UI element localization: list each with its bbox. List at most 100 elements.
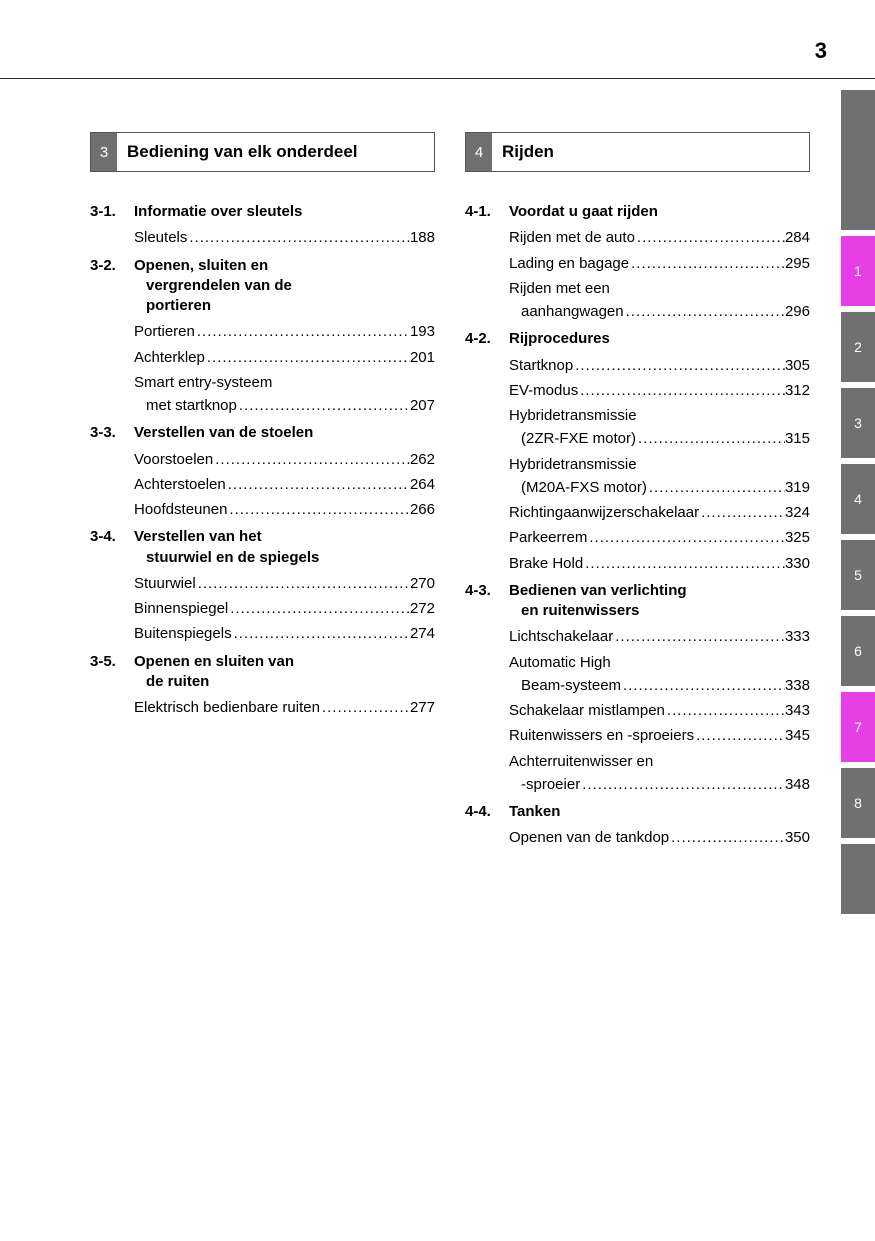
toc-entry-line: Buitenspiegels274	[134, 622, 435, 645]
toc-entry[interactable]: Hybridetransmissie(2ZR-FXE motor)315	[509, 404, 810, 451]
toc-entry-label: EV-modus	[509, 379, 578, 402]
section-title: Openen, sluiten envergrendelen van depor…	[134, 256, 435, 317]
toc-entry-page: 188	[410, 226, 435, 249]
toc-entry-page: 207	[410, 394, 435, 417]
toc-entry-line: Parkeerrem325	[509, 526, 810, 549]
toc-entry-line: (2ZR-FXE motor)315	[509, 427, 810, 450]
section-entries: Lichtschakelaar 333 Automatic HighBeam-sys…	[465, 625, 810, 796]
side-tab-2[interactable]: 2	[841, 312, 875, 382]
toc-entry-label: Hybridetransmissie	[509, 453, 637, 476]
toc-entry-label: Hoofdsteunen	[134, 498, 227, 521]
toc-entry-label: Achterruitenwisser en	[509, 750, 653, 773]
toc-entry-page: 333	[785, 625, 810, 648]
page: 3 12345678 3Bediening van elk onderdeel3…	[0, 0, 875, 1241]
section-number: 4-4.	[465, 802, 509, 822]
side-tab-1[interactable]: 1	[841, 236, 875, 306]
toc-entry[interactable]: Lading en bagage295	[509, 252, 810, 275]
side-tab-3[interactable]: 3	[841, 388, 875, 458]
toc-entry[interactable]: Rijden met eenaanhangwagen296	[509, 277, 810, 324]
side-tab-5[interactable]: 5	[841, 540, 875, 610]
dot-leader	[621, 674, 785, 697]
toc-entry-page: 312	[785, 379, 810, 402]
toc-entry[interactable]: Binnenspiegel272	[134, 597, 435, 620]
toc-entry-page: 264	[410, 473, 435, 496]
toc-entry-label: Rijden met een	[509, 277, 610, 300]
dot-leader	[196, 572, 410, 595]
toc-entry[interactable]: Brake Hold330	[509, 552, 810, 575]
section-heading: 3-1.Informatie over sleutels	[90, 202, 435, 222]
toc-entry-label: Stuurwiel	[134, 572, 196, 595]
toc-content: 3Bediening van elk onderdeel3-1.Informat…	[90, 132, 810, 856]
toc-entry[interactable]: Parkeerrem325	[509, 526, 810, 549]
section-heading: 4-4.Tanken	[465, 802, 810, 822]
dot-leader	[232, 622, 410, 645]
side-tab-7[interactable]: 7	[841, 692, 875, 762]
toc-entry[interactable]: Stuurwiel270	[134, 572, 435, 595]
toc-column: 3Bediening van elk onderdeel3-1.Informat…	[90, 132, 435, 856]
toc-entry[interactable]: Startknop305	[509, 354, 810, 377]
toc-entry[interactable]: Schakelaar mistlampen343	[509, 699, 810, 722]
dot-leader	[636, 427, 785, 450]
toc-entry[interactable]: Lichtschakelaar 333	[509, 625, 810, 648]
toc-entry-line: (M20A-FXS motor)319	[509, 476, 810, 499]
toc-entry-line: Hoofdsteunen266	[134, 498, 435, 521]
toc-entry[interactable]: Hoofdsteunen266	[134, 498, 435, 521]
toc-section: 3-4.Verstellen van hetstuurwiel en de sp…	[90, 527, 435, 645]
toc-entry-line: Startknop305	[509, 354, 810, 377]
toc-entry[interactable]: Achterruitenwisser en-sproeier348	[509, 750, 810, 797]
toc-entry[interactable]: Smart entry-systeemmet startknop207	[134, 371, 435, 418]
toc-entry-page: 350	[785, 826, 810, 849]
toc-entry[interactable]: Achterstoelen264	[134, 473, 435, 496]
toc-entry-label: aanhangwagen	[509, 300, 624, 323]
dot-leader	[237, 394, 410, 417]
toc-entry-line: Openen van de tankdop 350	[509, 826, 810, 849]
section-entries: Rijden met de auto284 Lading en bagage295…	[465, 226, 810, 323]
toc-entry-page: 338	[785, 674, 810, 697]
toc-entry[interactable]: Rijden met de auto284	[509, 226, 810, 249]
dot-leader	[320, 696, 410, 719]
section-title: Verstellen van de stoelen	[134, 423, 435, 443]
toc-entry[interactable]: Sleutels188	[134, 226, 435, 249]
side-tab-4[interactable]: 4	[841, 464, 875, 534]
section-number: 3-1.	[90, 202, 134, 222]
section-title: Voordat u gaat rijden	[509, 202, 810, 222]
dot-leader	[226, 473, 410, 496]
toc-entry-label: Lichtschakelaar	[509, 625, 613, 648]
section-title: Bedienen van verlichtingen ruitenwissers	[509, 581, 810, 622]
toc-entry-label: Openen van de tankdop	[509, 826, 669, 849]
toc-entry[interactable]: Richtingaanwijzerschakelaar324	[509, 501, 810, 524]
section-entries: Elektrisch bedienbare ruiten277	[90, 696, 435, 719]
toc-entry[interactable]: Elektrisch bedienbare ruiten277	[134, 696, 435, 719]
toc-section: 3-2.Openen, sluiten envergrendelen van d…	[90, 256, 435, 418]
toc-entry-line: Portieren 193	[134, 320, 435, 343]
toc-entry-label: Achterklep	[134, 346, 205, 369]
toc-entry[interactable]: EV-modus 312	[509, 379, 810, 402]
toc-entry-label: Elektrisch bedienbare ruiten	[134, 696, 320, 719]
dot-leader	[635, 226, 785, 249]
toc-entry[interactable]: Buitenspiegels274	[134, 622, 435, 645]
toc-entry-line: Achterklep201	[134, 346, 435, 369]
chapter-title: Rijden	[492, 133, 809, 171]
toc-entry-line: Brake Hold330	[509, 552, 810, 575]
toc-entry-page: 343	[785, 699, 810, 722]
section-heading: 4-2.Rijprocedures	[465, 329, 810, 349]
toc-entry[interactable]: Openen van de tankdop 350	[509, 826, 810, 849]
toc-entry-page: 325	[785, 526, 810, 549]
toc-entry-page: 193	[410, 320, 435, 343]
toc-entry[interactable]: Portieren 193	[134, 320, 435, 343]
toc-entry[interactable]: Achterklep201	[134, 346, 435, 369]
section-number: 4-3.	[465, 581, 509, 622]
toc-entry-line: Rijden met de auto284	[509, 226, 810, 249]
toc-entry[interactable]: Automatic HighBeam-systeem338	[509, 651, 810, 698]
side-tab-blank	[841, 844, 875, 914]
side-tab-8[interactable]: 8	[841, 768, 875, 838]
chapter-number: 4	[466, 133, 492, 171]
dot-leader	[629, 252, 785, 275]
toc-entry[interactable]: Hybridetransmissie(M20A-FXS motor)319	[509, 453, 810, 500]
section-title: Informatie over sleutels	[134, 202, 435, 222]
toc-entry[interactable]: Voorstoelen262	[134, 448, 435, 471]
toc-entry-page: 305	[785, 354, 810, 377]
toc-entry-label: Portieren	[134, 320, 195, 343]
toc-entry[interactable]: Ruitenwissers en -sproeiers345	[509, 724, 810, 747]
side-tab-6[interactable]: 6	[841, 616, 875, 686]
